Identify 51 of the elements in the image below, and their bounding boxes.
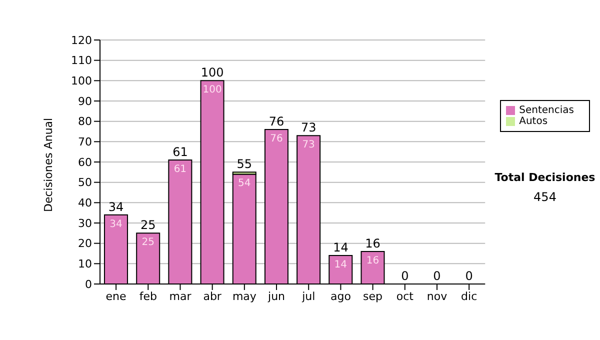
y-tick-label: 0 [85, 278, 92, 291]
y-tick-label: 50 [78, 176, 92, 190]
x-tick-label: jun [267, 290, 286, 303]
y-tick-label: 20 [78, 237, 92, 250]
y-tick-label: 120 [71, 34, 92, 47]
y-tick-label: 30 [78, 216, 92, 230]
total-label: 14 [333, 240, 348, 255]
y-axis-title: Decisiones Anual [42, 118, 55, 212]
y-tick-label: 70 [78, 136, 92, 149]
total-label: 100 [200, 66, 224, 80]
y-tick-label: 110 [71, 54, 92, 68]
total-label: 25 [140, 218, 156, 232]
data-label: 76 [270, 133, 283, 144]
x-tick-label: may [232, 290, 257, 303]
x-tick-label: feb [139, 290, 157, 303]
x-tick-label: abr [203, 290, 222, 303]
data-label: 54 [238, 178, 251, 190]
text: 454 [532, 190, 558, 204]
data-label: 73 [302, 140, 315, 151]
total-label: 16 [365, 236, 380, 250]
total-label: 61 [172, 144, 188, 159]
total-label: 34 [108, 200, 124, 214]
text: Total Decisiones [494, 171, 596, 184]
legend-label: Sentencias [519, 105, 574, 116]
data-label: 61 [174, 164, 187, 175]
y-tick-label: 100 [71, 74, 92, 88]
legend-label: Autos [519, 116, 548, 127]
x-tick-label: nov [426, 290, 448, 303]
data-label: 14 [334, 260, 348, 271]
y-tick-label: 60 [78, 156, 92, 169]
y-tick-label: 40 [78, 196, 92, 210]
x-tick-label: jul [301, 290, 316, 303]
total-label: 76 [268, 114, 284, 128]
data-label: 34 [110, 218, 122, 230]
total-label: 0 [465, 269, 473, 283]
x-tick-label: ene [106, 290, 127, 303]
x-tick-label: sep [363, 290, 383, 303]
total-label: 0 [433, 269, 441, 283]
total-label: 0 [401, 269, 409, 283]
data-label: 100 [202, 84, 222, 96]
total-label: 73 [300, 120, 316, 135]
x-tick-label: mar [169, 290, 192, 303]
x-tick-label: dic [461, 290, 478, 303]
y-tick-label: 10 [78, 258, 92, 271]
data-label: 16 [366, 255, 380, 266]
x-tick-label: oct [396, 290, 414, 303]
x-tick-label: ago [330, 290, 352, 303]
data-label: 25 [142, 237, 154, 248]
y-tick-label: 90 [78, 94, 92, 108]
total-label: 55 [236, 157, 252, 172]
y-tick-label: 80 [78, 115, 92, 128]
